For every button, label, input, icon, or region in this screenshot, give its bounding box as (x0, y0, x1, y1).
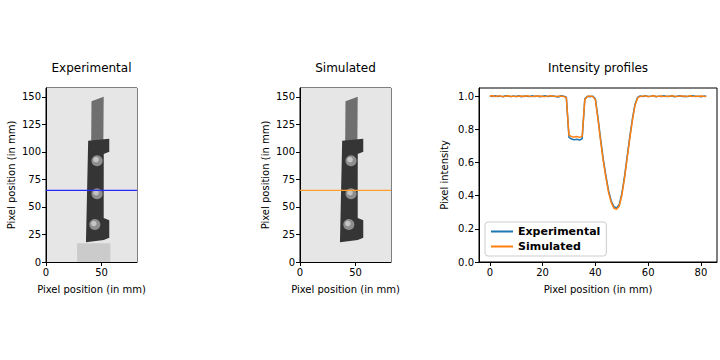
svg-text:0: 0 (43, 267, 49, 278)
svg-text:0: 0 (487, 267, 493, 278)
svg-text:125: 125 (22, 119, 41, 130)
svg-text:50: 50 (28, 201, 41, 212)
svg-text:150: 150 (276, 91, 295, 102)
svg-text:75: 75 (282, 174, 295, 185)
svg-text:0: 0 (289, 257, 295, 268)
svg-text:20: 20 (536, 267, 549, 278)
svg-text:Experimental: Experimental (518, 225, 600, 238)
svg-text:75: 75 (28, 174, 41, 185)
svg-text:40: 40 (589, 267, 602, 278)
svg-text:1.0: 1.0 (458, 91, 474, 102)
svg-text:Simulated: Simulated (518, 240, 581, 253)
svg-text:80: 80 (695, 267, 708, 278)
svg-text:Simulated: Simulated (315, 61, 376, 75)
svg-text:25: 25 (282, 229, 295, 240)
svg-text:50: 50 (349, 267, 362, 278)
svg-text:0: 0 (297, 267, 303, 278)
svg-text:Pixel intensity: Pixel intensity (439, 140, 450, 210)
svg-text:Pixel position (in mm): Pixel position (in mm) (37, 284, 146, 295)
svg-text:25: 25 (28, 229, 41, 240)
svg-text:125: 125 (276, 119, 295, 130)
svg-text:100: 100 (22, 146, 41, 157)
svg-text:0.2: 0.2 (458, 223, 474, 234)
svg-text:Pixel position (in mm): Pixel position (in mm) (544, 284, 653, 295)
svg-text:0.6: 0.6 (458, 157, 474, 168)
svg-text:0.4: 0.4 (458, 190, 474, 201)
svg-text:50: 50 (282, 201, 295, 212)
svg-text:Pixel position (in mm): Pixel position (in mm) (291, 284, 400, 295)
svg-text:Pixel position (in mm): Pixel position (in mm) (260, 121, 271, 230)
svg-text:0.8: 0.8 (458, 124, 474, 135)
svg-text:60: 60 (642, 267, 655, 278)
svg-text:0.0: 0.0 (458, 257, 474, 268)
svg-text:Intensity profiles: Intensity profiles (548, 61, 648, 75)
svg-text:Experimental: Experimental (51, 61, 131, 75)
svg-text:Pixel position (in mm): Pixel position (in mm) (6, 121, 17, 230)
svg-text:100: 100 (276, 146, 295, 157)
svg-text:0: 0 (35, 257, 41, 268)
svg-text:50: 50 (95, 267, 108, 278)
svg-text:150: 150 (22, 91, 41, 102)
